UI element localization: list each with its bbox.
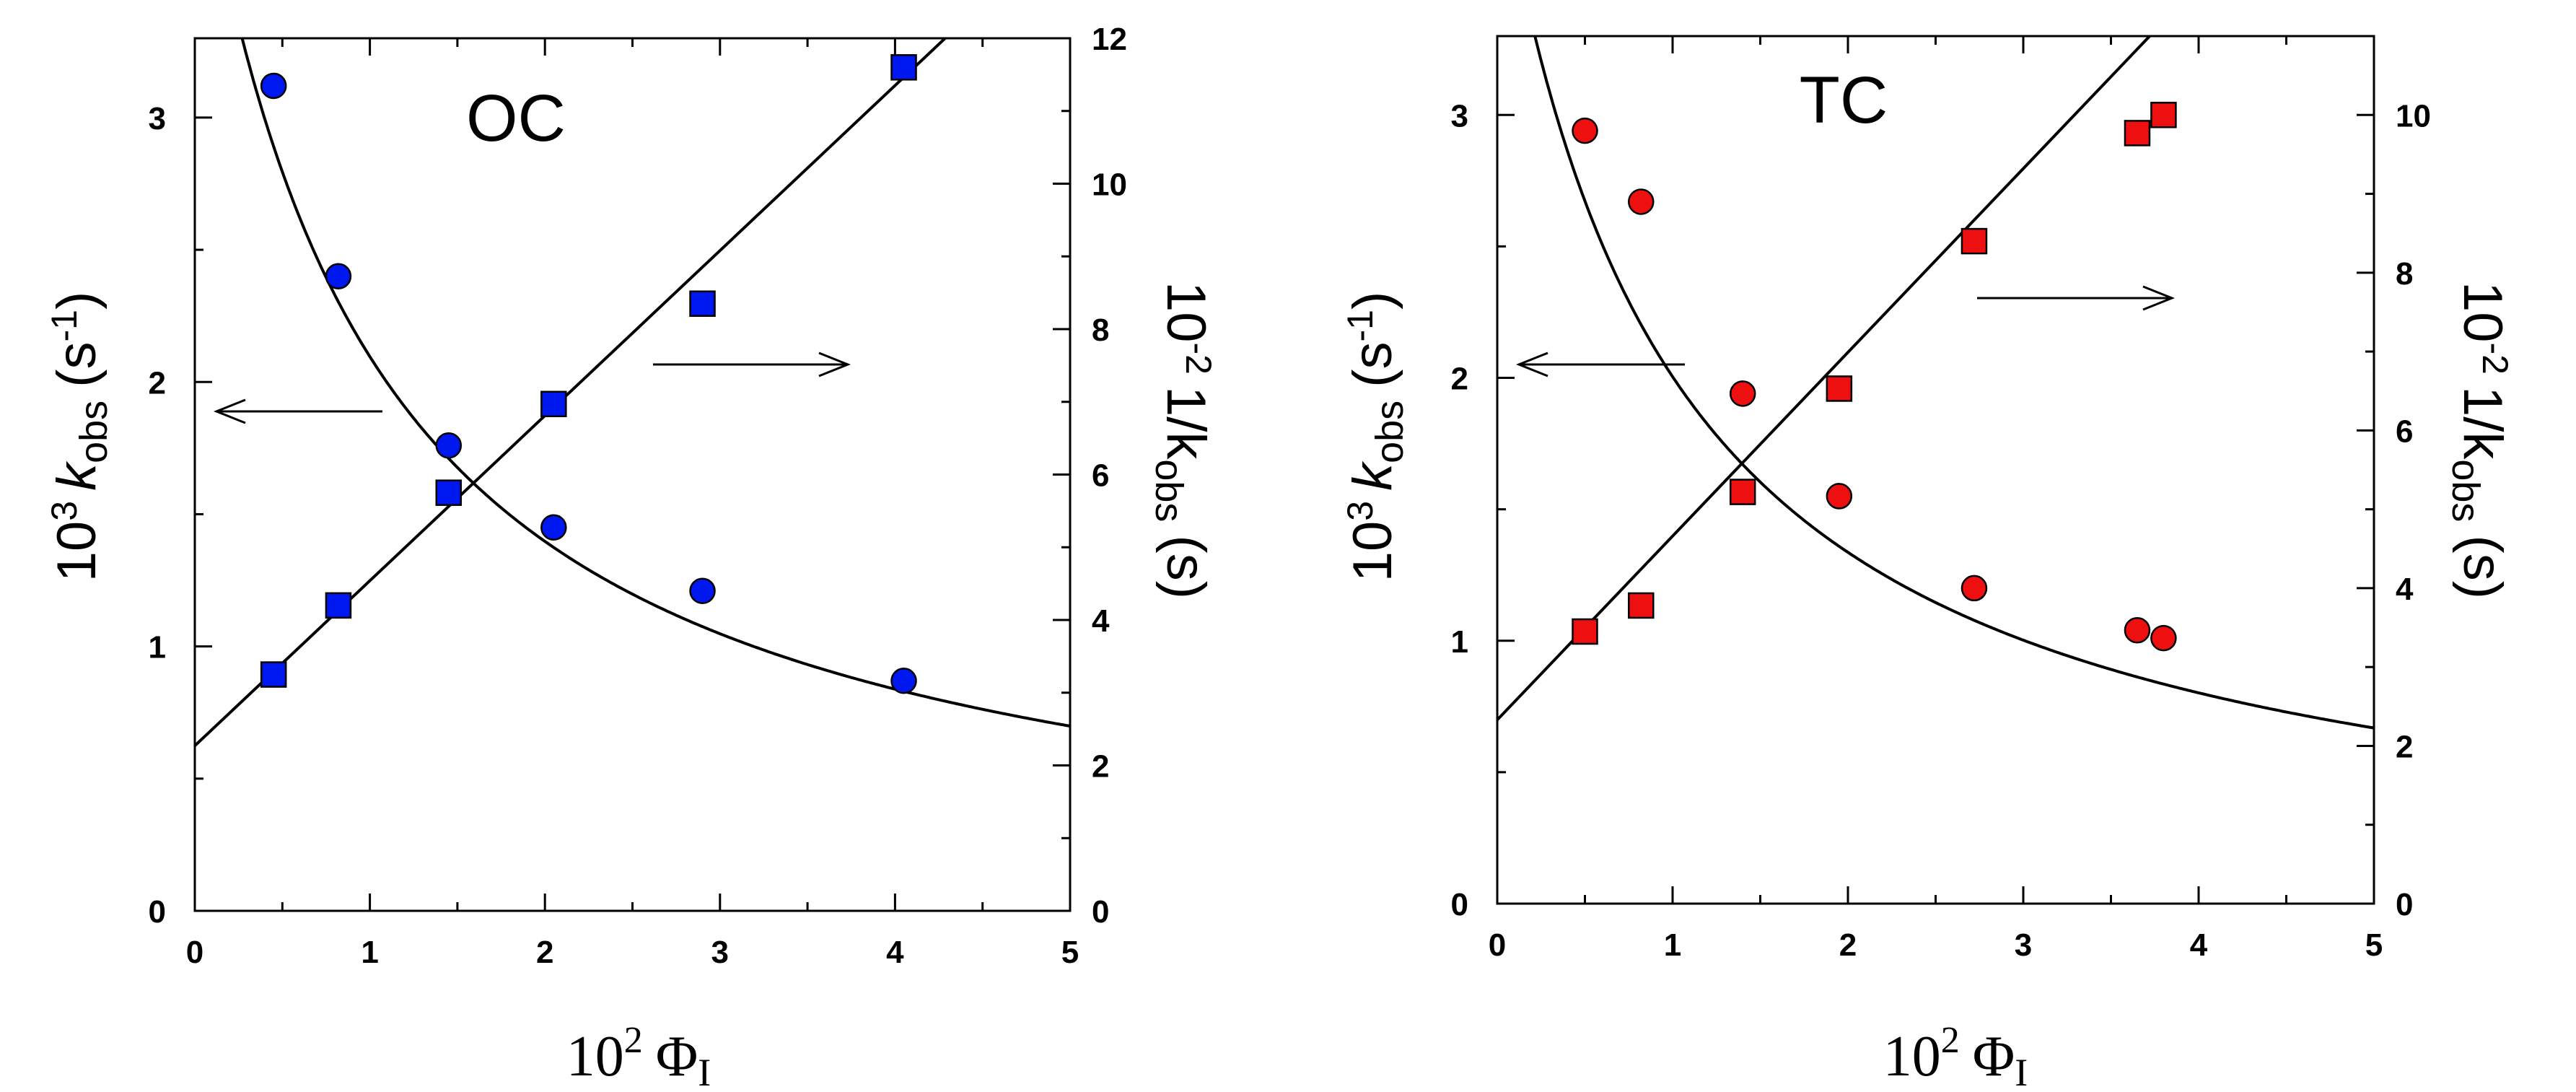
y-right-tick-label: 10 xyxy=(2396,98,2431,134)
y-right-tick-label: 2 xyxy=(1092,749,1109,785)
arrow-right-head xyxy=(818,351,851,377)
x-tick-label: 2 xyxy=(536,935,553,970)
y-right-tick-label: 2 xyxy=(2396,729,2413,764)
data-points xyxy=(1572,102,2177,652)
x-tick-label: 4 xyxy=(886,935,904,970)
point-kobs xyxy=(435,432,463,459)
y-right-tick-label: 10 xyxy=(1092,167,1127,203)
y-axis-left-label: 103kobs(s-1) xyxy=(1340,292,1411,582)
x-tick-label: 0 xyxy=(186,935,203,970)
point-kobs xyxy=(2124,616,2151,644)
y-left-tick-label: 1 xyxy=(149,630,166,665)
point-kobs xyxy=(1572,117,1598,144)
point-inverse-kobs xyxy=(260,661,287,688)
x-tick-label: 1 xyxy=(361,935,378,970)
y-right-tick-label: 12 xyxy=(1092,22,1127,57)
y-left-tick-label: 0 xyxy=(149,894,166,930)
fit-curve-kobs xyxy=(1533,36,2374,730)
point-kobs xyxy=(1826,483,1853,510)
chart-title: TC xyxy=(1800,64,1888,137)
y-left-tick-label: 2 xyxy=(1451,362,1468,397)
axis-arrows xyxy=(1515,285,2176,377)
fit-line-inverse-kobs xyxy=(1497,36,2152,721)
point-inverse-kobs xyxy=(890,54,917,81)
point-inverse-kobs xyxy=(2124,120,2151,147)
y-left-tick-label: 1 xyxy=(1451,624,1468,660)
x-tick-label: 1 xyxy=(1664,927,1681,963)
point-inverse-kobs xyxy=(1729,479,1756,505)
point-kobs xyxy=(890,668,917,694)
y-left-tick-label: 3 xyxy=(1451,98,1468,134)
y-right-tick-label: 4 xyxy=(2396,572,2414,607)
chart-tc: TC 103kobs(s-1) 10-21/kobs(s) 102 ΦI 0 1 2 3… xyxy=(1340,35,2515,1092)
y-right-tick-label: 8 xyxy=(1092,313,1109,348)
point-kobs xyxy=(2150,624,2177,652)
x-axis-label: 102 ΦI xyxy=(1883,1020,2028,1092)
point-inverse-kobs xyxy=(1572,618,1598,645)
y-left-tick-label: 3 xyxy=(149,101,166,136)
point-kobs xyxy=(689,577,716,604)
plot-frame xyxy=(193,37,1072,912)
point-inverse-kobs xyxy=(325,592,352,619)
fit-curves xyxy=(1497,36,2374,730)
chart-title: OC xyxy=(466,82,566,155)
x-tick-label: 5 xyxy=(1061,935,1079,970)
point-inverse-kobs xyxy=(1826,375,1853,402)
y-axis-right-label: 10-21/kobs(s) xyxy=(1147,281,1219,599)
x-tick-label: 3 xyxy=(711,935,729,970)
fit-line-inverse-kobs xyxy=(195,38,947,747)
x-tick-label: 5 xyxy=(2365,927,2383,963)
plot-frame xyxy=(1496,35,2375,905)
y-right-tick-label: 4 xyxy=(1092,603,1110,639)
point-kobs xyxy=(325,263,352,289)
y-right-tick-label: 8 xyxy=(2396,256,2413,292)
point-inverse-kobs xyxy=(435,479,463,506)
point-kobs xyxy=(540,514,567,541)
y-right-tick-label: 0 xyxy=(1092,894,1109,930)
x-tick-label: 0 xyxy=(1489,927,1506,963)
point-inverse-kobs xyxy=(689,290,716,317)
data-points xyxy=(260,54,917,694)
point-kobs xyxy=(1961,575,1988,602)
fit-curve-kobs xyxy=(240,38,1070,728)
fit-curves xyxy=(195,38,1070,747)
point-inverse-kobs xyxy=(1628,592,1655,619)
y-axis-left-label: 103kobs(s-1) xyxy=(44,292,115,582)
y-axis-right-label: 10-21/kobs(s) xyxy=(2444,281,2515,599)
arrow-right-head xyxy=(2142,285,2176,311)
y-right-tick-label: 6 xyxy=(1092,458,1109,494)
x-axis-label: 102 ΦI xyxy=(566,1020,711,1092)
y-right-tick-label: 0 xyxy=(2396,887,2413,922)
point-kobs xyxy=(260,72,287,100)
x-tick-label: 3 xyxy=(2015,927,2032,963)
point-inverse-kobs xyxy=(2150,102,2177,128)
arrow-left-head xyxy=(1515,351,1548,377)
y-left-tick-label: 2 xyxy=(149,365,166,401)
x-tick-label: 4 xyxy=(2190,927,2208,963)
point-inverse-kobs xyxy=(540,390,567,418)
y-right-tick-label: 6 xyxy=(2396,414,2413,449)
y-left-tick-label: 0 xyxy=(1451,887,1468,922)
arrow-left-head xyxy=(213,398,246,424)
point-inverse-kobs xyxy=(1961,227,1988,255)
point-kobs xyxy=(1628,188,1655,215)
x-tick-label: 2 xyxy=(1839,927,1857,963)
axis-arrows xyxy=(213,351,851,424)
point-kobs xyxy=(1729,380,1756,407)
